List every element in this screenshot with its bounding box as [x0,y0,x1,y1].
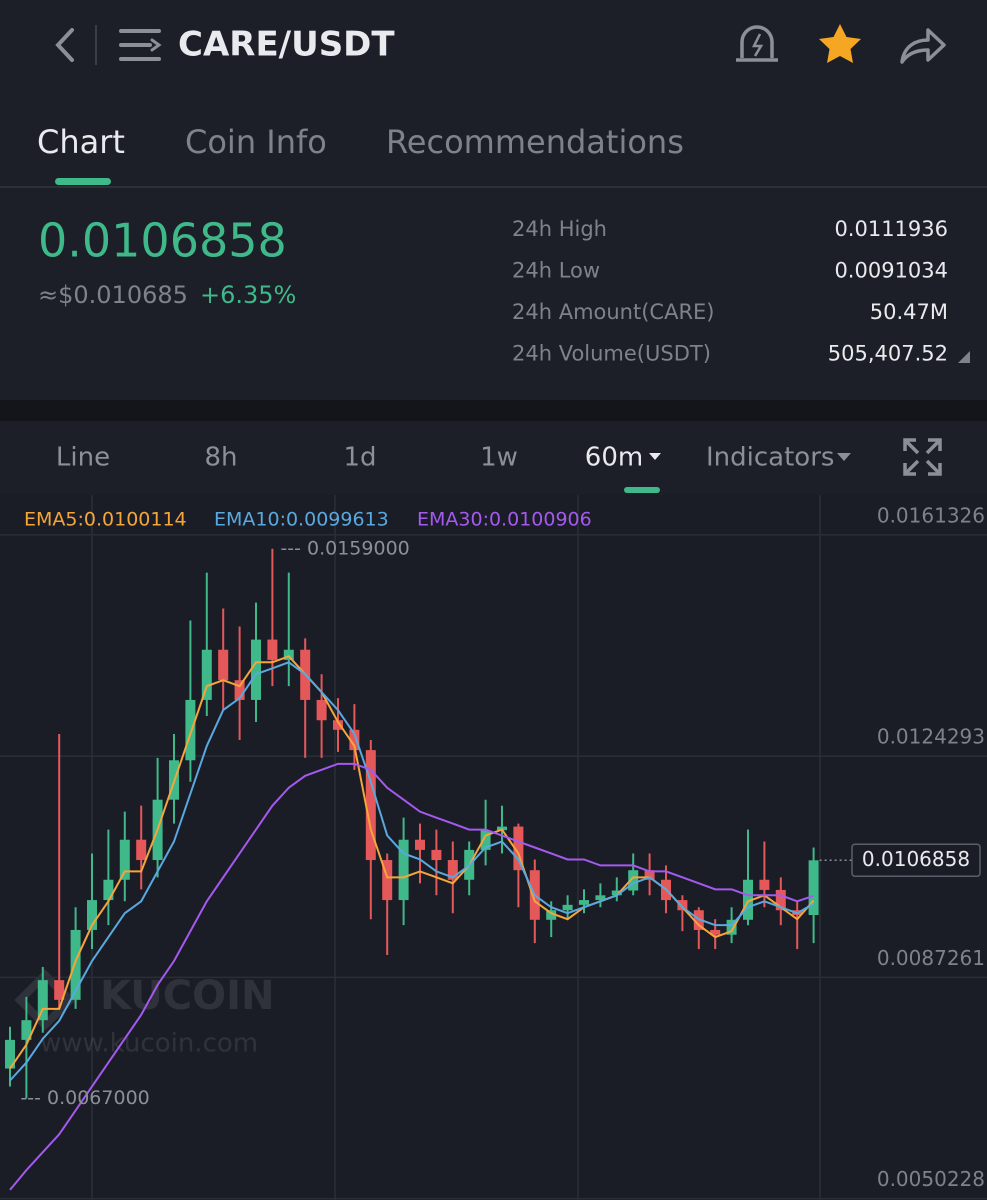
candle-body [70,929,81,1000]
last-price: 0.0106858 [38,214,287,268]
stat-label: 24h Low [512,259,600,283]
candle-body [726,919,737,935]
legend-entry: EMA30:0.0100906 [417,509,592,531]
candle-body [415,839,425,850]
candle-body [808,860,819,916]
tab-indicator [55,178,111,185]
fiat-price: ≈$0.010685 [38,281,188,309]
candle-body [628,870,639,891]
candle-body [611,890,622,896]
watermark: KUCOIN www.kucoin.com [14,969,275,1059]
alert-icon[interactable] [736,25,778,62]
candle-body [513,826,524,871]
candle-body [382,860,393,901]
candle-body [218,649,229,681]
y-tick-label: 0.0124293 [877,725,985,749]
candle-body [283,649,294,660]
high-marker: --- 0.0159000 [280,537,409,559]
interval-button[interactable]: 1d [343,443,376,473]
stat-value: 0.0091034 [834,259,948,283]
indicators-button[interactable]: Indicators [706,443,834,473]
y-tick-label: 0.0161326 [877,503,985,527]
candle-body [546,910,557,920]
candle-body [677,900,688,911]
candle-body [136,839,147,861]
ema-line [9,661,815,1082]
expand-triangle[interactable] [958,351,970,363]
last-price-box [851,843,981,878]
legend-entry: EMA5:0.0100114 [24,509,187,531]
candle-body [497,826,507,831]
plot: 0.0050228 0.0087261 0.0124293 0.0161326 EMA5… [0,503,987,1200]
candle-body [480,830,491,850]
candle-body [595,895,606,901]
candle-body [119,839,130,880]
candle-body [201,649,212,700]
share-icon[interactable] [900,28,946,64]
candle-body [365,750,376,861]
favorite-star[interactable] [819,24,861,63]
candle-body [316,699,327,721]
candle-body [267,639,278,660]
candle-body [349,729,360,751]
watermark-url: www.kucoin.com [40,1029,258,1059]
candle-body [431,849,442,861]
chart-area [0,495,987,1200]
interval-button[interactable]: 8h [204,443,237,473]
watermark-text: KUCOIN [100,973,275,1019]
candle-body [5,1039,15,1069]
y-tick-label: 0.0087261 [877,946,985,970]
price-change: +6.35% [200,281,296,309]
stat-value: 505,407.52 [828,342,948,366]
candle-body [21,1020,32,1040]
candle-body [398,839,409,901]
tab[interactable]: Recommendations [386,123,684,161]
interval-button[interactable]: Line [56,443,110,473]
candle-body [251,639,261,700]
candle-body [579,900,589,905]
back-button[interactable] [55,28,74,62]
candle-body [54,980,65,1000]
stats: 24h High 0.0111936 24h Low 0.0091034 24h Amo… [512,217,948,366]
candle-body [447,860,458,880]
separator [0,400,987,421]
fullscreen-icon[interactable] [903,438,942,476]
candle-body [234,680,245,700]
candle-body [37,980,48,1021]
candle-body [743,879,753,920]
last-price-label: 0.0106858 [862,847,970,871]
legend-entry: EMA10:0.0099613 [214,509,389,531]
stat-label: 24h High [512,217,607,241]
candle-body [775,889,786,911]
tab[interactable]: Chart [37,123,125,161]
candle-body [710,929,721,935]
interval-button[interactable]: 60m [585,443,643,473]
time-grid [91,495,821,1200]
pair-title: CARE/USDT [178,25,395,65]
stat-label: 24h Volume(USDT) [512,342,711,366]
candle-body [759,879,770,890]
candle-body [644,870,655,880]
y-tick-label: 0.0050228 [877,1167,985,1191]
interval-button[interactable]: 1w [480,443,518,473]
stat-value: 0.0111936 [834,217,948,241]
interval-indicator [624,487,660,493]
stat-label: 24h Amount(CARE) [512,300,715,324]
ema-line [9,762,814,1191]
candle-body [87,900,97,930]
dropdown-arrow [837,453,851,461]
dropdown-arrow [649,453,661,460]
stat-value: 50.47M [870,300,948,324]
low-marker: --- 0.0067000 [20,1087,149,1109]
candle-body [562,904,573,911]
tab[interactable]: Coin Info [185,123,327,161]
candle-body [185,699,196,761]
candle-body [333,720,343,730]
menu-icon[interactable] [119,29,162,61]
candle-body [103,879,114,901]
